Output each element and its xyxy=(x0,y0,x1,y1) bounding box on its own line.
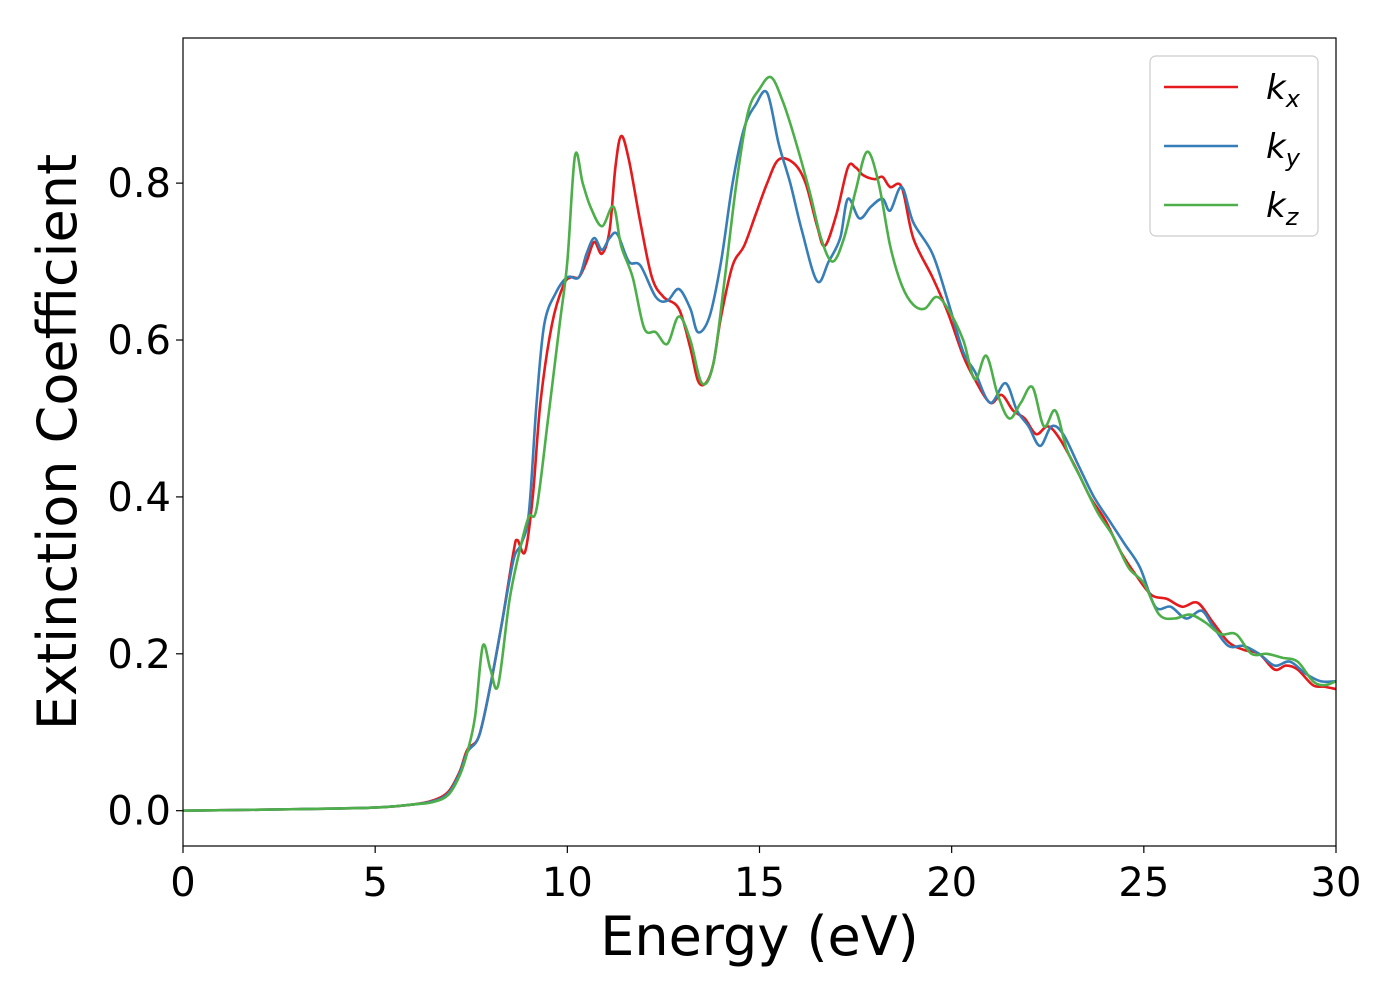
x-tick-label: 30 xyxy=(1311,860,1362,906)
x-tick-label: 20 xyxy=(926,860,977,906)
series-line-x xyxy=(183,134,1336,812)
x-tick-label: 25 xyxy=(1118,860,1169,906)
legend-label-y: ky xyxy=(1266,127,1301,172)
x-axis: 0 5 10 15 20 25 30 xyxy=(170,846,1361,906)
y-tick-label: 0.0 xyxy=(107,789,171,835)
series-layer xyxy=(183,75,1336,812)
y-axis-label: Extinction Coefficient xyxy=(26,154,89,730)
legend-label-x: kx xyxy=(1266,68,1301,113)
y-tick-label: 0.6 xyxy=(107,318,171,364)
y-axis: 0.0 0.2 0.4 0.6 0.8 xyxy=(107,161,183,835)
y-tick-label: 0.4 xyxy=(107,475,171,521)
y-tick-label: 0.8 xyxy=(107,161,171,207)
x-tick-label: 0 xyxy=(170,860,195,906)
y-tick-label: 0.2 xyxy=(107,632,171,678)
x-axis-label: Energy (eV) xyxy=(600,905,919,968)
legend: kx ky kz xyxy=(1149,55,1319,237)
x-tick-label: 15 xyxy=(734,860,785,906)
x-tick-label: 10 xyxy=(542,860,593,906)
x-tick-label: 5 xyxy=(362,860,387,906)
series-line-z xyxy=(183,75,1336,812)
legend-label-z: kz xyxy=(1266,186,1300,231)
